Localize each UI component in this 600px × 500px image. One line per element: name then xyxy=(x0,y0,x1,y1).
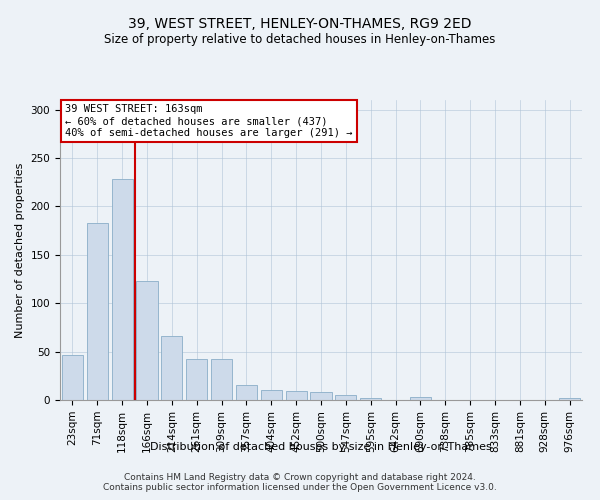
Bar xyxy=(335,395,356,400)
Bar xyxy=(87,223,108,400)
Bar xyxy=(310,392,332,400)
Text: Size of property relative to detached houses in Henley-on-Thames: Size of property relative to detached ho… xyxy=(104,32,496,46)
Bar xyxy=(559,398,580,400)
Bar xyxy=(410,397,431,400)
Y-axis label: Number of detached properties: Number of detached properties xyxy=(15,162,25,338)
Bar xyxy=(161,336,182,400)
Bar xyxy=(211,360,232,400)
Bar xyxy=(136,281,158,400)
Text: 39 WEST STREET: 163sqm
← 60% of detached houses are smaller (437)
40% of semi-de: 39 WEST STREET: 163sqm ← 60% of detached… xyxy=(65,104,353,138)
Text: 39, WEST STREET, HENLEY-ON-THAMES, RG9 2ED: 39, WEST STREET, HENLEY-ON-THAMES, RG9 2… xyxy=(128,18,472,32)
Bar xyxy=(62,356,83,400)
Bar xyxy=(286,392,307,400)
Bar xyxy=(236,386,257,400)
Text: Distribution of detached houses by size in Henley-on-Thames: Distribution of detached houses by size … xyxy=(150,442,492,452)
Bar xyxy=(112,180,133,400)
Bar xyxy=(186,360,207,400)
Bar xyxy=(360,398,381,400)
Text: Contains HM Land Registry data © Crown copyright and database right 2024.
Contai: Contains HM Land Registry data © Crown c… xyxy=(103,472,497,492)
Bar xyxy=(261,390,282,400)
